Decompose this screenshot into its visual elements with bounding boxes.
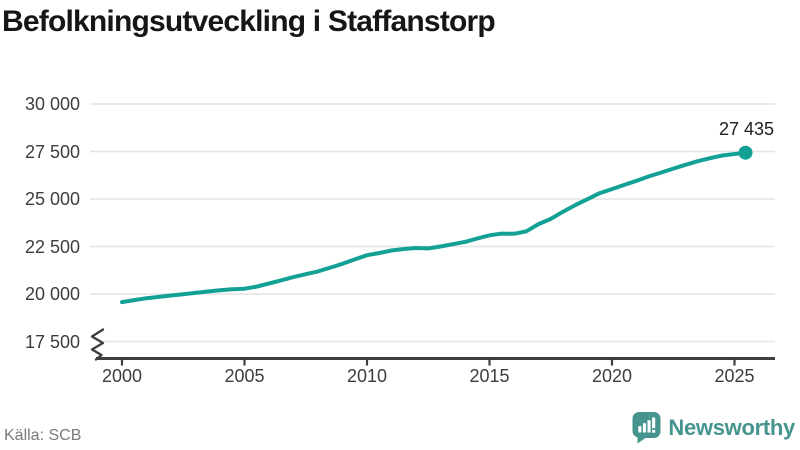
x-tick-label: 2010 [346,366,388,386]
y-tick-label: 25 000 [24,189,80,209]
y-tick-label: 20 000 [24,284,80,304]
x-tick-label: 2000 [101,366,143,386]
y-tick-label: 17 500 [24,331,80,352]
source-note: Källa: SCB [4,427,82,444]
y-tick-label: 27 500 [24,141,80,162]
endpoint-value-label: 27 435 [718,119,774,139]
axis-break-icon [90,328,105,361]
x-tick-label: 2025 [714,366,755,386]
newsworthy-logo[interactable]: Newsworthy [632,412,795,444]
x-tick-label: 2020 [591,366,633,386]
endpoint-dot [738,145,753,160]
newsworthy-logo-text: Newsworthy [668,415,795,440]
y-tick-label: 30 000 [24,94,80,114]
newsworthy-logo-icon [632,412,661,444]
x-tick-label: 2015 [469,366,510,386]
chart-title: Befolkningsutveckling i Staffanstorp [2,5,496,38]
y-tick-label: 22 500 [24,236,80,257]
x-tick-label: 2005 [224,366,265,386]
population-line [120,150,748,305]
